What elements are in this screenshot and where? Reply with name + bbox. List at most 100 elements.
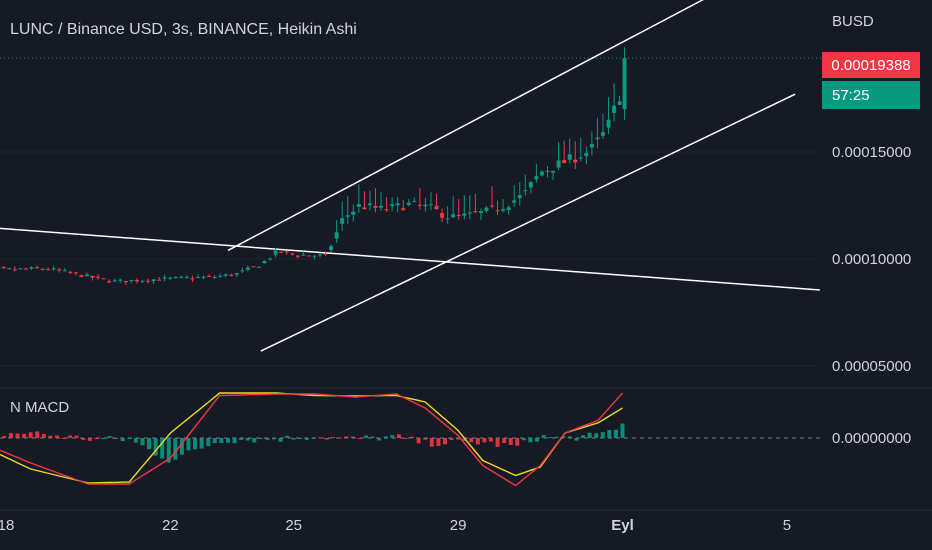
candle-body — [18, 268, 23, 270]
candle-body — [462, 213, 467, 216]
macd-histogram-bar — [383, 436, 388, 438]
macd-histogram-bar — [160, 438, 165, 459]
candle-body — [539, 171, 544, 176]
macd-histogram-bar — [567, 436, 572, 438]
macd-histogram-bar — [219, 438, 224, 444]
time-axis-tick: 22 — [162, 517, 179, 534]
macd-histogram-bar — [61, 438, 66, 439]
candle-body — [589, 143, 594, 148]
macd-histogram-bar — [482, 438, 487, 443]
macd-histogram-bar — [581, 435, 586, 438]
drawn-trendlines[interactable] — [0, 0, 820, 352]
candle-body — [412, 201, 417, 203]
indicator-label[interactable]: N MACD — [10, 399, 70, 416]
macd-histogram-bar — [15, 433, 20, 438]
macd-histogram-bar — [370, 436, 375, 438]
candle-body — [223, 274, 228, 276]
price-axis-tick: 0.00010000 — [832, 251, 911, 268]
candle-body — [306, 255, 311, 257]
candle-body — [96, 276, 101, 278]
candle-body — [284, 251, 289, 253]
candle-body — [612, 105, 617, 113]
macd-histogram-bar — [600, 432, 605, 438]
chart-title: LUNC / Binance USD, 3s, BINANCE, Heikin … — [10, 21, 357, 38]
candle-body — [207, 275, 212, 277]
candle-body — [134, 279, 139, 282]
candle-body — [390, 204, 395, 207]
candle-body — [301, 254, 306, 256]
macd-histogram-bar — [502, 438, 507, 444]
candle-body — [279, 251, 284, 253]
candle-body — [12, 269, 17, 271]
candle-body — [90, 275, 95, 278]
candle-body — [600, 132, 605, 136]
candle-body — [367, 203, 372, 206]
macd-histogram-bar — [561, 436, 566, 438]
candle-body — [245, 267, 250, 270]
macd-histogram-bar — [193, 438, 198, 450]
trendline-channel-lower — [260, 93, 796, 352]
candle-body — [107, 281, 112, 283]
candle-body — [417, 204, 422, 206]
macd-axis-tick: 0.00000000 — [832, 430, 911, 447]
time-axis-tick: Eyl — [611, 517, 634, 534]
candle-body — [312, 255, 317, 257]
macd-histogram-bar — [357, 438, 362, 439]
candle-body — [68, 271, 73, 273]
candle-body — [401, 208, 406, 211]
candle-body — [351, 211, 356, 215]
price-axis-tick: 0.00015000 — [832, 144, 911, 161]
macd-histogram-bar — [2, 436, 7, 438]
macd-histogram-bar — [41, 433, 46, 438]
candle-body — [234, 273, 239, 275]
price-axis-tick: 0.00005000 — [832, 358, 911, 375]
macd-histogram-bar — [311, 438, 316, 439]
candle-body — [157, 279, 162, 281]
macd-histogram-bar — [364, 435, 369, 438]
candle-body — [123, 280, 128, 283]
macd-histogram-bar — [535, 438, 540, 442]
candle-body — [584, 152, 589, 157]
candle-body — [556, 160, 561, 168]
candle-body — [35, 267, 40, 269]
macd-histogram-bar — [127, 438, 132, 440]
candle-body — [151, 279, 156, 282]
candle-body — [146, 280, 151, 282]
trendline-channel-upper — [227, 0, 704, 252]
candle-body — [101, 278, 106, 280]
macd-histogram-bar — [613, 429, 618, 438]
candle-body — [256, 266, 261, 268]
macd-histogram-bar — [225, 438, 230, 443]
candle-body — [334, 232, 339, 239]
candle-body — [62, 270, 67, 272]
grid-lines — [0, 57, 932, 511]
macd-histogram-bar — [304, 438, 309, 440]
last-price-tag: 0.00019388 — [822, 52, 920, 78]
macd-histogram-bar — [337, 437, 342, 439]
candle-body — [595, 137, 600, 140]
macd-histogram-bar — [350, 436, 355, 438]
macd-histogram-bar — [179, 438, 184, 455]
macd-histogram-bar — [81, 438, 86, 440]
macd-histogram-bar — [436, 438, 441, 447]
macd-histogram-bar — [541, 435, 546, 438]
macd-histogram-bar — [265, 438, 270, 440]
macd-histogram-bar — [403, 438, 408, 439]
macd-pane — [0, 392, 820, 487]
macd-histogram-bar — [285, 435, 290, 438]
bar-countdown-tag: 57:25 — [822, 81, 920, 109]
macd-histogram-bar — [120, 438, 125, 442]
candle-body — [57, 269, 62, 271]
candle-body — [318, 254, 323, 256]
macd-histogram-bar — [147, 438, 152, 450]
axis-labels: 0.00015000 0.00010000 0.00005000 0.00000000… — [0, 144, 911, 534]
macd-histogram-bar — [278, 438, 283, 442]
macd-histogram-bar — [396, 434, 401, 438]
macd-histogram-bar — [87, 438, 92, 441]
candle-body — [184, 277, 189, 279]
candle-body — [506, 207, 511, 210]
candle-body — [428, 204, 433, 206]
macd-histogram-bar — [521, 438, 526, 441]
macd-histogram-bar — [166, 438, 171, 463]
